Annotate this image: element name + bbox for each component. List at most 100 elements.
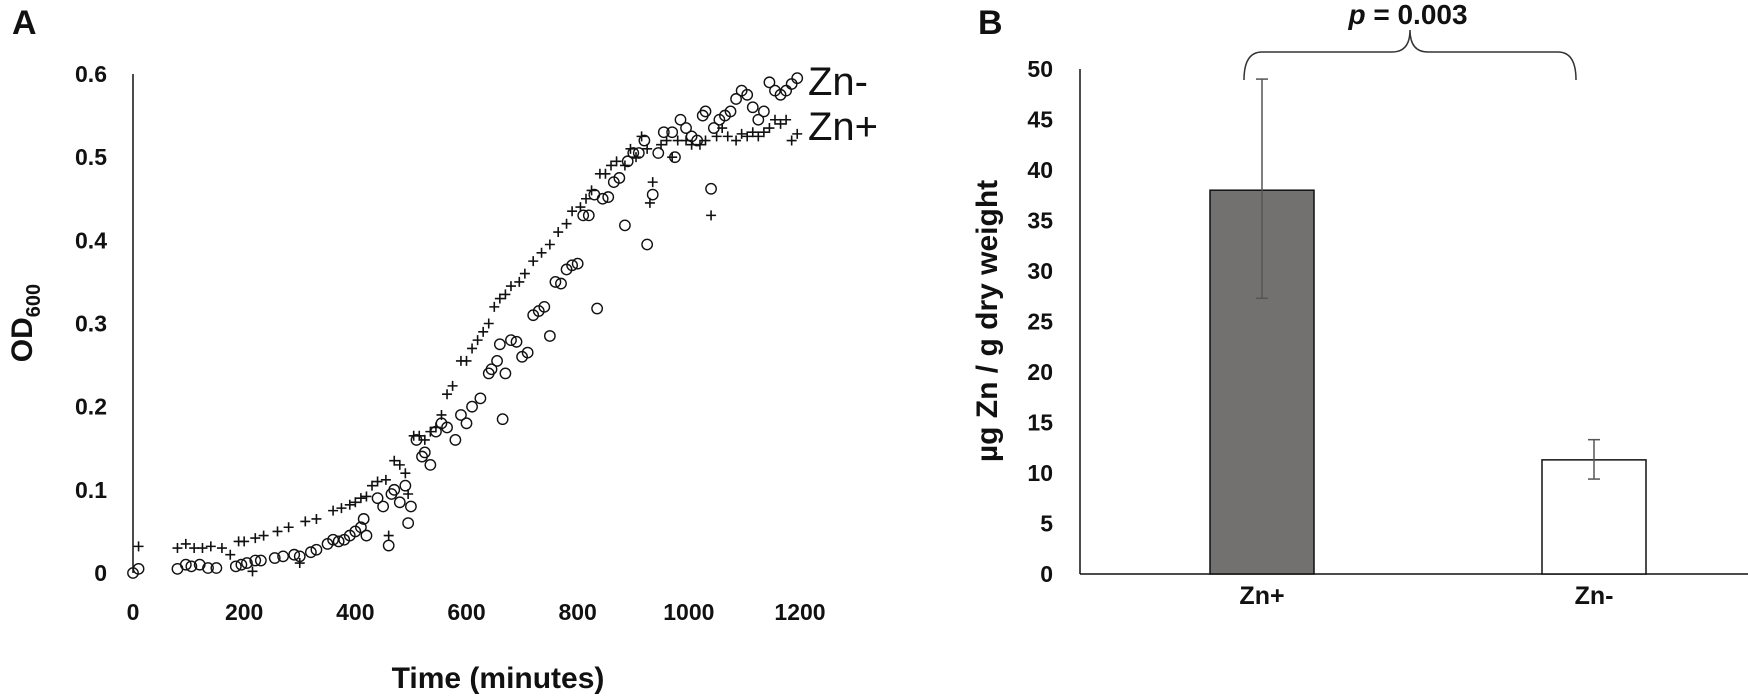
data-point-zn-plus [467, 343, 478, 354]
data-point-zn-plus [380, 474, 391, 485]
data-point-zn-minus [566, 259, 579, 272]
data-point-zn-minus [646, 188, 659, 201]
data-point-zn-plus [764, 123, 775, 134]
data-point-zn-minus [496, 413, 509, 426]
y-tick-label: 35 [1027, 208, 1053, 234]
data-point-zn-minus [132, 562, 145, 575]
data-point-zn-minus [555, 277, 567, 290]
data-point-zn-minus [202, 562, 214, 574]
data-point-zn-plus [489, 301, 500, 312]
data-point-zn-plus [383, 530, 394, 541]
data-point-zn-minus [666, 126, 679, 139]
data-point-zn-minus [185, 560, 198, 573]
data-point-zn-minus [510, 335, 523, 348]
data-point-zn-minus [571, 257, 584, 270]
series-label-zn-plus: Zn+ [808, 105, 878, 149]
data-point-zn-minus [652, 147, 665, 159]
data-point-zn-minus [491, 355, 503, 367]
data-point-zn-plus [272, 526, 283, 537]
data-point-zn-minus [399, 479, 412, 492]
data-point-zn-minus [602, 191, 615, 203]
data-point-zn-plus [472, 335, 483, 346]
p-symbol: p [1347, 0, 1365, 30]
data-point-zn-plus [394, 459, 405, 470]
data-point-zn-plus [567, 206, 578, 217]
p-value: = 0.003 [1366, 0, 1468, 30]
data-point-zn-plus [283, 522, 294, 533]
data-point-zn-plus [355, 493, 366, 504]
data-point-zn-minus [377, 500, 390, 513]
panel-a-letter: A [12, 4, 37, 42]
data-point-zn-plus [400, 468, 411, 479]
y-tick-label: 10 [1027, 460, 1053, 486]
data-point-zn-plus [681, 135, 692, 146]
x-tick-label: 600 [447, 599, 485, 625]
data-point-zn-minus [382, 539, 395, 552]
y-tick-label: 45 [1027, 107, 1053, 133]
data-point-zn-minus [641, 238, 654, 251]
data-point-zn-minus [460, 417, 473, 430]
data-point-zn-plus [747, 127, 758, 138]
y-tick-label: 50 [1027, 56, 1053, 82]
y-tick-label: 5 [1040, 511, 1053, 537]
data-point-zn-minus [521, 346, 534, 359]
data-point-zn-plus [361, 491, 372, 502]
x-tick-label: 0 [127, 599, 140, 625]
data-point-zn-plus [336, 503, 347, 514]
data-point-zn-plus [430, 422, 441, 433]
data-point-zn-minus [657, 126, 670, 139]
data-point-zn-plus [647, 177, 658, 188]
data-point-zn-minus [357, 513, 370, 525]
x-tick-label: 200 [225, 599, 263, 625]
y-tick-label: 25 [1027, 309, 1053, 335]
data-point-zn-plus [189, 543, 200, 554]
x-tick-label: 1000 [663, 599, 714, 625]
data-point-zn-plus [414, 430, 425, 441]
data-point-zn-plus [694, 139, 705, 150]
data-point-zn-minus [371, 492, 384, 505]
data-point-zn-plus [586, 185, 597, 196]
data-point-zn-plus [294, 558, 305, 569]
panel-b-y-axis-label: µg Zn / g dry weight [971, 180, 1004, 462]
data-point-zn-plus [711, 131, 722, 142]
y-label-600: 600 [23, 284, 45, 317]
data-point-zn-plus [505, 281, 516, 292]
panel-b-category-labels: Zn+ Zn- [1239, 582, 1613, 610]
data-point-zn-minus [441, 421, 453, 434]
data-point-zn-minus [449, 434, 462, 446]
data-point-zn-minus [746, 101, 759, 114]
panel-a-x-axis-label: Time (minutes) [392, 662, 605, 695]
data-point-zn-plus [216, 543, 227, 554]
data-point-zn-minus [763, 76, 776, 89]
data-point-zn-plus [672, 135, 683, 146]
data-point-zn-minus [393, 496, 406, 509]
data-point-zn-plus [133, 541, 144, 552]
data-point-zn-minus [705, 182, 717, 195]
data-point-zn-plus [350, 497, 361, 508]
data-point-zn-minus [724, 105, 737, 118]
x-tick-label: 400 [336, 599, 374, 625]
data-point-zn-plus [775, 118, 786, 129]
data-point-zn-plus [328, 505, 339, 516]
significance-bracket [1243, 29, 1577, 81]
data-point-zn-minus [493, 338, 506, 351]
data-point-zn-plus [644, 197, 655, 208]
data-point-zn-plus [786, 135, 797, 146]
data-point-zn-plus [753, 131, 764, 142]
data-point-zn-minus [466, 400, 478, 413]
data-point-zn-minus [179, 558, 192, 571]
data-point-zn-minus [638, 134, 651, 147]
series-zn-plus [133, 114, 803, 577]
data-point-zn-plus [344, 499, 355, 510]
data-point-zn-plus [403, 488, 414, 499]
panel-b-bars [1209, 189, 1647, 575]
data-point-zn-plus [258, 530, 269, 541]
data-point-zn-plus [742, 131, 753, 142]
series-zn-minus [127, 72, 804, 579]
data-point-zn-minus [268, 552, 281, 564]
data-point-zn-minus [730, 93, 742, 105]
data-point-zn-minus [388, 483, 401, 496]
data-point-zn-minus [277, 550, 289, 563]
